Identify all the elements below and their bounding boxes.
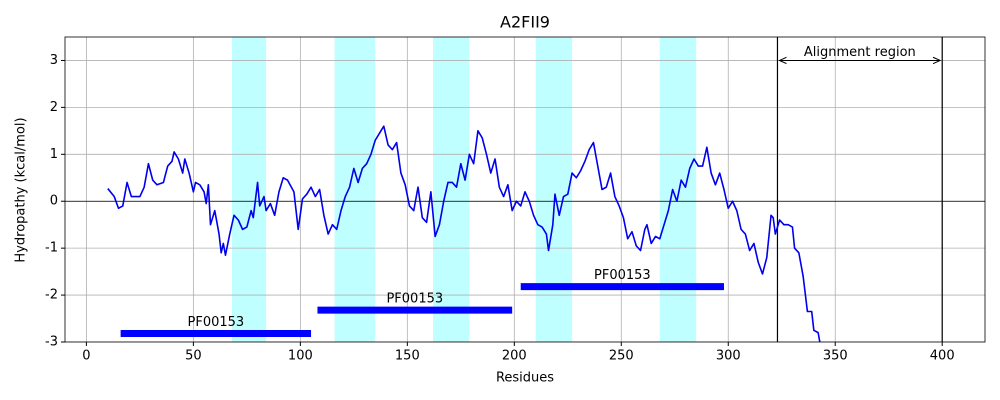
chart-title: A2FII9 [500, 13, 550, 32]
y-tick-label: -3 [45, 335, 58, 350]
shaded-region [535, 37, 573, 342]
shaded-region [659, 37, 697, 342]
x-tick-label: 150 [395, 349, 420, 364]
x-tick-label: 300 [716, 349, 741, 364]
x-tick-label: 100 [288, 349, 313, 364]
y-tick-label: 3 [50, 53, 58, 68]
x-tick-label: 200 [502, 349, 527, 364]
domain-label: PF00153 [188, 315, 245, 330]
y-tick-label: 1 [50, 147, 58, 162]
shaded-region [231, 37, 267, 342]
x-tick-label: 250 [609, 349, 634, 364]
annotation-text: Alignment region [804, 45, 916, 60]
domain-label: PF00153 [386, 292, 443, 307]
hydropathy-line [107, 125, 821, 342]
y-tick-label: 0 [50, 194, 58, 209]
x-tick-label: 350 [823, 349, 848, 364]
x-axis-label: Residues [496, 371, 554, 386]
y-axis-label: Hydropathy (kcal/mol) [14, 117, 29, 262]
shaded-region [334, 37, 376, 342]
y-tick-label: -1 [45, 241, 58, 256]
x-tick-label: 400 [930, 349, 955, 364]
y-tick-label: 2 [50, 100, 58, 115]
plot-area [65, 37, 985, 342]
x-tick-label: 0 [82, 349, 90, 364]
x-tick-label: 50 [185, 349, 202, 364]
domain-label: PF00153 [594, 268, 651, 283]
plot-frame [64, 36, 986, 343]
y-tick-label: -2 [45, 288, 58, 303]
shaded-region [433, 37, 470, 342]
